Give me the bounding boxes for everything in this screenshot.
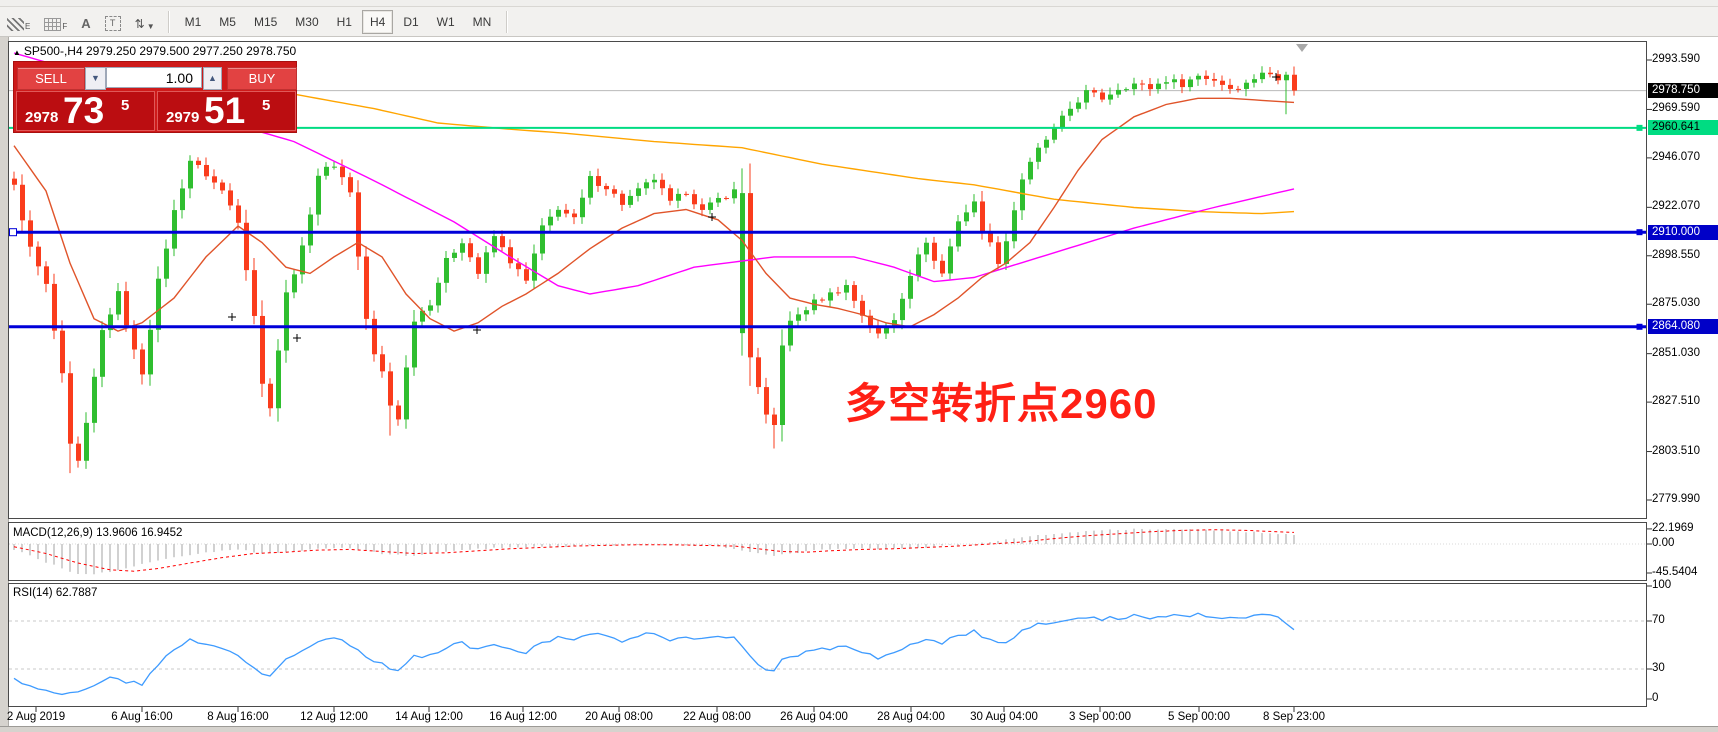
sell-price-pips: 73 — [63, 90, 105, 131]
one-click-trading-widget: SELL ▼ ▲ BUY 2978 73 5 2979 51 5 — [13, 61, 297, 133]
timeframe-button-m15[interactable]: M15 — [253, 14, 278, 29]
price-axis-label: 2922.070 — [1652, 200, 1700, 213]
level-handle — [1636, 124, 1643, 131]
date-axis-label: 14 Aug 12:00 — [395, 711, 463, 723]
rsi-axis-label: 100 — [1652, 579, 1672, 591]
rsi-indicator-label: RSI(14) 62.7887 — [13, 587, 98, 599]
price-axis-label: 2851.030 — [1652, 346, 1700, 359]
level-handle — [1636, 229, 1643, 236]
timeframe-button-m5[interactable]: M5 — [219, 14, 236, 29]
price-axis-label: 2827.510 — [1652, 395, 1700, 408]
chart-text-annotation: 多空转折点2960 — [845, 380, 1158, 427]
price-axis-flag-2910.000: 2910.000 — [1648, 224, 1718, 240]
timeframe-button-m30[interactable]: M30 — [295, 14, 319, 29]
level-handle — [9, 228, 17, 237]
price-axis-label: 2875.030 — [1652, 297, 1700, 310]
rsi-axis-label: 0 — [1652, 692, 1659, 704]
red-fast-ma-line — [13, 97, 1295, 332]
sell-price-panel[interactable]: 2978 73 5 — [16, 91, 155, 131]
rsi-line — [13, 612, 1295, 696]
date-axis-label: 5 Sep 00:00 — [1167, 711, 1231, 723]
rsi-pane[interactable] — [8, 583, 1647, 707]
price-axis-label: 2779.990 — [1652, 493, 1700, 505]
buy-price-major: 2979 — [166, 109, 200, 126]
volume-decrement-button[interactable]: ▼ — [85, 67, 106, 90]
sell-button[interactable]: SELL — [17, 67, 85, 90]
date-axis-label: 3 Sep 00:00 — [1068, 711, 1132, 723]
macd-axis-label: -45.5404 — [1652, 566, 1698, 578]
date-axis-label: 2 Aug 2019 — [6, 711, 66, 723]
date-axis-label: 22 Aug 08:00 — [683, 711, 751, 723]
down-arrow-marker-icon — [1296, 44, 1308, 52]
macd-pane[interactable] — [8, 522, 1647, 581]
toolbar: E F A T ⇅ ▼ M1 M5 M15 M30 H1 H4 D1 W1 MN — [0, 7, 1718, 37]
buy-button[interactable]: BUY — [227, 67, 297, 90]
orange-slow-ma-line — [293, 93, 1295, 215]
date-axis-label: 6 Aug 16:00 — [111, 711, 173, 723]
timeframe-button-h1[interactable]: H1 — [336, 14, 352, 29]
date-axis-label: 8 Aug 16:00 — [207, 711, 269, 723]
timeframe-button-h4[interactable]: H4 — [361, 9, 394, 34]
price-axis-flag-2864.080: 2864.080 — [1648, 319, 1718, 335]
price-axis-label: 2803.510 — [1652, 444, 1700, 457]
macd-axis-label: 22.1969 — [1652, 521, 1694, 534]
date-axis-label: 8 Sep 23:00 — [1262, 711, 1326, 723]
date-axis-label: 12 Aug 12:00 — [300, 711, 368, 723]
chart-title: ▲ SP500-,H4 2979.250 2979.500 2977.250 29… — [13, 44, 296, 58]
volume-input[interactable] — [106, 67, 202, 88]
text-tool-icon[interactable]: A — [81, 15, 91, 31]
channels-tool-icon[interactable]: E — [7, 13, 30, 31]
sell-price-point: 5 — [121, 97, 130, 114]
price-axis-flag-2960.641: 2960.641 — [1648, 120, 1718, 136]
collapse-arrow-icon[interactable]: ▲ — [13, 48, 21, 57]
date-axis-label: 20 Aug 08:00 — [585, 711, 653, 723]
price-axis-label: 2993.590 — [1652, 53, 1700, 65]
macd-indicator-label: MACD(12,26,9) 13.9606 16.9452 — [13, 527, 183, 539]
timeframe-button-w1[interactable]: W1 — [436, 14, 455, 29]
macd-histogram — [13, 528, 1295, 575]
toolbar-separator — [506, 10, 509, 33]
date-axis-label: 28 Aug 04:00 — [877, 711, 945, 723]
date-axis-label: 30 Aug 04:00 — [970, 711, 1038, 723]
level-handle — [1636, 323, 1643, 330]
menu-bar-remnant — [0, 0, 1718, 7]
rsi-axis-label: 70 — [1652, 614, 1665, 626]
buy-price-point: 5 — [262, 97, 271, 114]
macd-axis-label: 0.00 — [1652, 537, 1675, 549]
timeframe-button-d1[interactable]: D1 — [403, 14, 419, 29]
fibonacci-grid-icon[interactable]: F — [44, 13, 67, 31]
price-axis-label: 2946.070 — [1652, 150, 1700, 163]
price-axis-flag-2978.750: 2978.750 — [1648, 83, 1718, 99]
rsi-axis-label: 30 — [1652, 662, 1665, 674]
timeframe-button-mn[interactable]: MN — [472, 14, 492, 29]
arrows-tool-icon[interactable]: ⇅ ▼ — [134, 16, 155, 31]
buy-price-panel[interactable]: 2979 51 5 — [157, 91, 296, 131]
buy-price-pips: 51 — [204, 90, 246, 131]
toolbar-separator — [167, 10, 170, 33]
macd-signal-line — [13, 529, 1295, 572]
volume-increment-button[interactable]: ▲ — [203, 67, 222, 90]
text-label-tool-icon[interactable]: T — [104, 13, 121, 31]
date-axis-label: 26 Aug 04:00 — [780, 711, 848, 723]
window-bottom-edge — [0, 726, 1718, 732]
timeframe-button-m1[interactable]: M1 — [184, 14, 202, 29]
price-axis-label: 2969.590 — [1652, 102, 1700, 115]
symbol-ohlc-readout: SP500-,H4 2979.250 2979.500 2977.250 297… — [23, 44, 297, 58]
sell-price-major: 2978 — [25, 109, 59, 126]
price-axis-label: 2898.550 — [1652, 248, 1700, 261]
date-axis-label: 16 Aug 12:00 — [489, 711, 557, 723]
